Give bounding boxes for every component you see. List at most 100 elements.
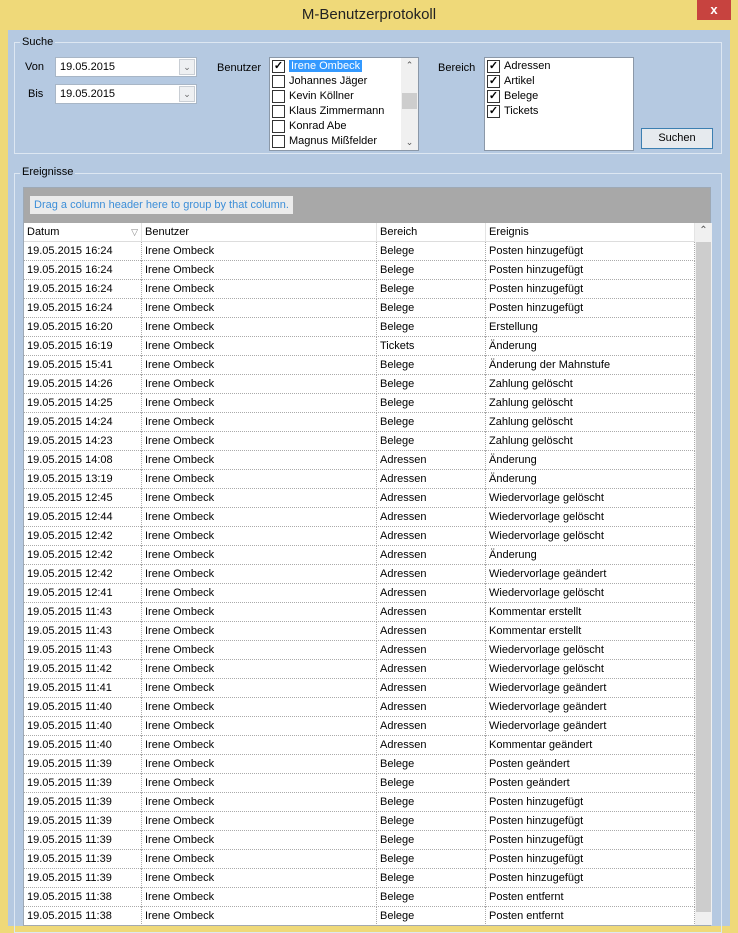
cell-bereich: Belege bbox=[377, 831, 486, 850]
cell-benutzer: Irene Ombeck bbox=[142, 337, 377, 356]
table-row[interactable]: 19.05.2015 11:42 Irene Ombeck Adressen Wied… bbox=[24, 660, 695, 679]
table-row[interactable]: 19.05.2015 12:45 Irene Ombeck Adressen Wied… bbox=[24, 489, 695, 508]
cell-datum: 19.05.2015 14:26 bbox=[24, 375, 142, 394]
table-row[interactable]: 19.05.2015 11:40 Irene Ombeck Adressen Wied… bbox=[24, 717, 695, 736]
table-row[interactable]: 19.05.2015 16:24 Irene Ombeck Belege Posten… bbox=[24, 299, 695, 318]
scroll-down-icon[interactable]: ⌄ bbox=[405, 137, 414, 147]
filter-icon[interactable]: ▽ bbox=[131, 227, 138, 237]
table-row[interactable]: 19.05.2015 12:42 Irene Ombeck Adressen Ände… bbox=[24, 546, 695, 565]
user-item[interactable]: Kevin Köllner bbox=[272, 89, 354, 104]
cell-bereich: Belege bbox=[377, 907, 486, 926]
user-item[interactable]: ✓ Irene Ombeck bbox=[272, 59, 363, 74]
scrollbar-thumb[interactable] bbox=[696, 242, 711, 912]
scrollbar-thumb[interactable] bbox=[402, 93, 417, 109]
cell-bereich: Belege bbox=[377, 261, 486, 280]
table-row[interactable]: 19.05.2015 11:41 Irene Ombeck Adressen Wied… bbox=[24, 679, 695, 698]
table-row[interactable]: 19.05.2015 15:41 Irene Ombeck Belege Änderu… bbox=[24, 356, 695, 375]
cell-bereich: Belege bbox=[377, 888, 486, 907]
cell-ereignis: Posten geändert bbox=[486, 755, 695, 774]
table-row[interactable]: 19.05.2015 16:24 Irene Ombeck Belege Posten… bbox=[24, 242, 695, 261]
cell-ereignis: Posten hinzugefügt bbox=[486, 831, 695, 850]
table-row[interactable]: 19.05.2015 11:43 Irene Ombeck Adressen Wied… bbox=[24, 641, 695, 660]
table-row[interactable]: 19.05.2015 16:24 Irene Ombeck Belege Posten… bbox=[24, 280, 695, 299]
table-row[interactable]: 19.05.2015 14:23 Irene Ombeck Belege Zahlun… bbox=[24, 432, 695, 451]
table-row[interactable]: 19.05.2015 11:39 Irene Ombeck Belege Posten… bbox=[24, 869, 695, 888]
table-row[interactable]: 19.05.2015 12:44 Irene Ombeck Adressen Wied… bbox=[24, 508, 695, 527]
table-row[interactable]: 19.05.2015 11:39 Irene Ombeck Belege Posten… bbox=[24, 812, 695, 831]
area-item[interactable]: ✓ Adressen bbox=[487, 59, 550, 74]
area-checklist[interactable]: ✓ Adressen ✓ Artikel ✓ Belege ✓ Tickets bbox=[484, 57, 634, 151]
checkbox[interactable]: ✓ bbox=[487, 89, 500, 103]
checkbox[interactable] bbox=[272, 104, 285, 118]
checkbox[interactable] bbox=[272, 134, 285, 148]
cell-ereignis: Änderung bbox=[486, 470, 695, 489]
cell-benutzer: Irene Ombeck bbox=[142, 660, 377, 679]
window-title: M-Benutzerprotokoll bbox=[301, 6, 437, 23]
column-header-datum[interactable]: Datum ▽ bbox=[24, 223, 142, 242]
checkbox[interactable]: ✓ bbox=[272, 59, 285, 73]
bis-date-picker[interactable]: 19.05.2015 ⌄ bbox=[55, 84, 197, 104]
table-row[interactable]: 19.05.2015 11:39 Irene Ombeck Belege Posten… bbox=[24, 831, 695, 850]
user-checklist[interactable]: ⌃ ⌄ ✓ Irene Ombeck Johannes Jäger Kevin Köl… bbox=[269, 57, 419, 151]
table-row[interactable]: 19.05.2015 16:19 Irene Ombeck Tickets Änder… bbox=[24, 337, 695, 356]
column-header-benutzer[interactable]: Benutzer bbox=[142, 223, 377, 242]
group-panel[interactable]: Drag a column header here to group by th… bbox=[24, 188, 710, 223]
table-row[interactable]: 19.05.2015 11:38 Irene Ombeck Belege Posten… bbox=[24, 907, 695, 926]
user-item[interactable]: Klaus Zimmermann bbox=[272, 104, 384, 119]
table-row[interactable]: 19.05.2015 11:43 Irene Ombeck Adressen Komm… bbox=[24, 622, 695, 641]
table-row[interactable]: 19.05.2015 12:42 Irene Ombeck Adressen Wied… bbox=[24, 565, 695, 584]
cell-ereignis: Wiedervorlage geändert bbox=[486, 717, 695, 736]
table-row[interactable]: 19.05.2015 11:39 Irene Ombeck Belege Posten… bbox=[24, 774, 695, 793]
column-header-ereignis[interactable]: Ereignis bbox=[486, 223, 695, 242]
checkbox[interactable]: ✓ bbox=[487, 59, 500, 73]
checkbox[interactable] bbox=[272, 119, 285, 133]
table-row[interactable]: 19.05.2015 11:39 Irene Ombeck Belege Posten… bbox=[24, 755, 695, 774]
area-item[interactable]: ✓ Tickets bbox=[487, 104, 538, 119]
user-item[interactable]: Johannes Jäger bbox=[272, 74, 367, 89]
user-list-scrollbar[interactable]: ⌃ ⌄ bbox=[401, 58, 418, 150]
cell-benutzer: Irene Ombeck bbox=[142, 831, 377, 850]
cell-ereignis: Zahlung gelöscht bbox=[486, 432, 695, 451]
scroll-up-icon[interactable]: ⌃ bbox=[405, 60, 414, 70]
von-date-picker[interactable]: 19.05.2015 ⌄ bbox=[55, 57, 197, 77]
cell-bereich: Belege bbox=[377, 869, 486, 888]
table-row[interactable]: 19.05.2015 12:41 Irene Ombeck Adressen Wied… bbox=[24, 584, 695, 603]
table-row[interactable]: 19.05.2015 16:24 Irene Ombeck Belege Posten… bbox=[24, 261, 695, 280]
cell-ereignis: Änderung bbox=[486, 451, 695, 470]
area-item[interactable]: ✓ Belege bbox=[487, 89, 538, 104]
user-item[interactable]: Konrad Abe bbox=[272, 119, 347, 134]
search-button[interactable]: Suchen bbox=[641, 128, 713, 149]
table-row[interactable]: 19.05.2015 11:39 Irene Ombeck Belege Posten… bbox=[24, 850, 695, 869]
grid-scrollbar[interactable]: ⌃ bbox=[695, 223, 712, 925]
table-row[interactable]: 19.05.2015 11:40 Irene Ombeck Adressen Komm… bbox=[24, 736, 695, 755]
area-item[interactable]: ✓ Artikel bbox=[487, 74, 535, 89]
table-row[interactable]: 19.05.2015 13:19 Irene Ombeck Adressen Ände… bbox=[24, 470, 695, 489]
chevron-down-icon[interactable]: ⌄ bbox=[179, 86, 195, 102]
cell-datum: 19.05.2015 11:39 bbox=[24, 831, 142, 850]
cell-benutzer: Irene Ombeck bbox=[142, 907, 377, 926]
close-button[interactable]: x bbox=[697, 0, 731, 20]
cell-datum: 19.05.2015 11:39 bbox=[24, 812, 142, 831]
table-row[interactable]: 19.05.2015 11:39 Irene Ombeck Belege Posten… bbox=[24, 793, 695, 812]
table-row[interactable]: 19.05.2015 14:24 Irene Ombeck Belege Zahlun… bbox=[24, 413, 695, 432]
table-row[interactable]: 19.05.2015 14:25 Irene Ombeck Belege Zahlun… bbox=[24, 394, 695, 413]
table-row[interactable]: 19.05.2015 16:20 Irene Ombeck Belege Erstel… bbox=[24, 318, 695, 337]
table-row[interactable]: 19.05.2015 14:26 Irene Ombeck Belege Zahlun… bbox=[24, 375, 695, 394]
chevron-down-icon[interactable]: ⌄ bbox=[179, 59, 195, 75]
checkbox[interactable] bbox=[272, 74, 285, 88]
cell-bereich: Adressen bbox=[377, 717, 486, 736]
scroll-up-icon[interactable]: ⌃ bbox=[699, 225, 708, 236]
user-item[interactable]: Magnus Mißfelder bbox=[272, 134, 377, 149]
checkbox[interactable]: ✓ bbox=[487, 74, 500, 88]
cell-bereich: Adressen bbox=[377, 641, 486, 660]
cell-ereignis: Wiedervorlage geändert bbox=[486, 565, 695, 584]
table-row[interactable]: 19.05.2015 11:43 Irene Ombeck Adressen Komm… bbox=[24, 603, 695, 622]
checkbox[interactable] bbox=[272, 89, 285, 103]
table-row[interactable]: 19.05.2015 14:08 Irene Ombeck Adressen Ände… bbox=[24, 451, 695, 470]
table-row[interactable]: 19.05.2015 11:40 Irene Ombeck Adressen Wied… bbox=[24, 698, 695, 717]
column-header-bereich[interactable]: Bereich bbox=[377, 223, 486, 242]
cell-benutzer: Irene Ombeck bbox=[142, 869, 377, 888]
table-row[interactable]: 19.05.2015 11:38 Irene Ombeck Belege Posten… bbox=[24, 888, 695, 907]
checkbox[interactable]: ✓ bbox=[487, 104, 500, 118]
table-row[interactable]: 19.05.2015 12:42 Irene Ombeck Adressen Wied… bbox=[24, 527, 695, 546]
